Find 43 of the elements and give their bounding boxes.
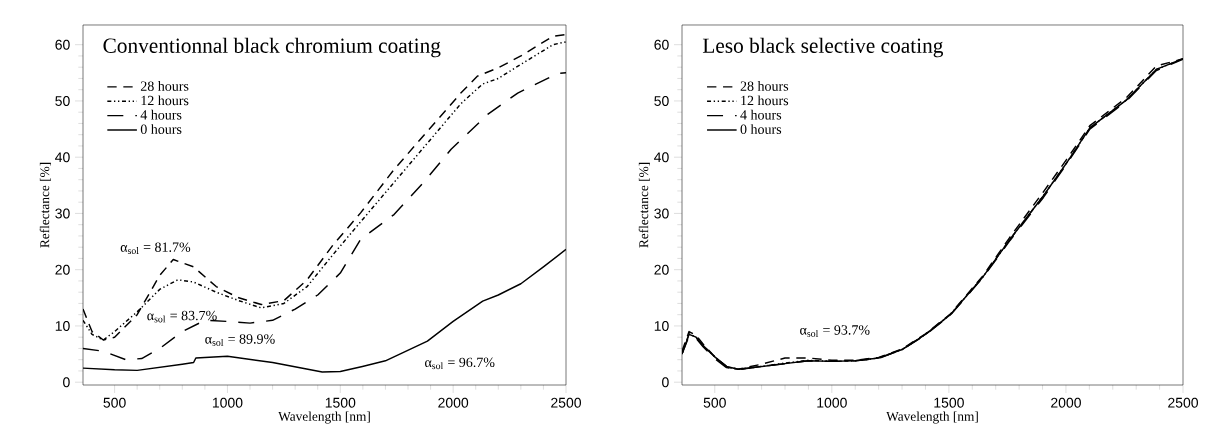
x-axis-title: Wavelength [nm] xyxy=(886,411,978,424)
y-tick-label: 20 xyxy=(55,264,70,275)
x-tick-label: 500 xyxy=(703,397,726,408)
y-tick-label: 30 xyxy=(654,208,669,219)
y-tick-label: 40 xyxy=(55,152,70,163)
legend-label: 28 hours xyxy=(140,81,189,91)
x-tick-label: 2500 xyxy=(1168,397,1199,408)
annotation: α$_{sol}$ = 93.7% xyxy=(800,325,870,337)
legend-label: 0 hours xyxy=(140,124,182,134)
text: Conventionnal black chromium coating xyxy=(103,37,441,58)
x-tick-label: 1000 xyxy=(817,397,847,408)
x-tick-label: 2000 xyxy=(438,397,469,408)
legend-label: 12 hours xyxy=(741,95,789,106)
x-tick-label: 500 xyxy=(103,397,126,408)
y-tick-label: 10 xyxy=(55,320,70,331)
annotation: α$_{sol}$ = 81.7% xyxy=(120,242,191,254)
x-tick-label: 1500 xyxy=(325,397,356,408)
annotation: α$_{sol}$ = 89.9% xyxy=(205,334,275,346)
y-tick-label: 10 xyxy=(654,320,669,331)
text: Leso black selective coating xyxy=(702,37,944,58)
y-tick-label: 40 xyxy=(654,152,669,163)
legend-label: 0 hours xyxy=(740,124,782,134)
annotation: α$_{sol}$ = 96.7% xyxy=(425,357,495,370)
y-tick-label: 0 xyxy=(662,377,669,388)
y-tick-label: 60 xyxy=(654,39,669,50)
y-axis-title: Reflectance [%] xyxy=(39,162,51,248)
y-tick-label: 0 xyxy=(63,377,70,388)
y-tick-label: 60 xyxy=(55,39,70,50)
x-tick-label: 1500 xyxy=(934,397,964,408)
legend-label: 4 hours xyxy=(740,109,782,120)
annotation: α$_{sol}$ = 83.7% xyxy=(147,310,217,323)
x-tick-label: 2000 xyxy=(1051,397,1081,408)
y-tick-label: 30 xyxy=(55,208,70,219)
legend-label: 28 hours xyxy=(740,81,789,91)
y-axis-title: Reflectance [%] xyxy=(638,162,650,248)
legend-label: 4 hours xyxy=(140,109,182,120)
y-tick-label: 20 xyxy=(654,264,669,275)
x-tick-label: 2500 xyxy=(551,397,582,408)
legend-label: 12 hours xyxy=(141,95,189,106)
y-tick-label: 50 xyxy=(55,95,70,106)
x-tick-label: 1000 xyxy=(212,397,243,408)
y-tick-label: 50 xyxy=(654,95,669,106)
x-axis-title: Wavelength [nm] xyxy=(278,411,370,424)
